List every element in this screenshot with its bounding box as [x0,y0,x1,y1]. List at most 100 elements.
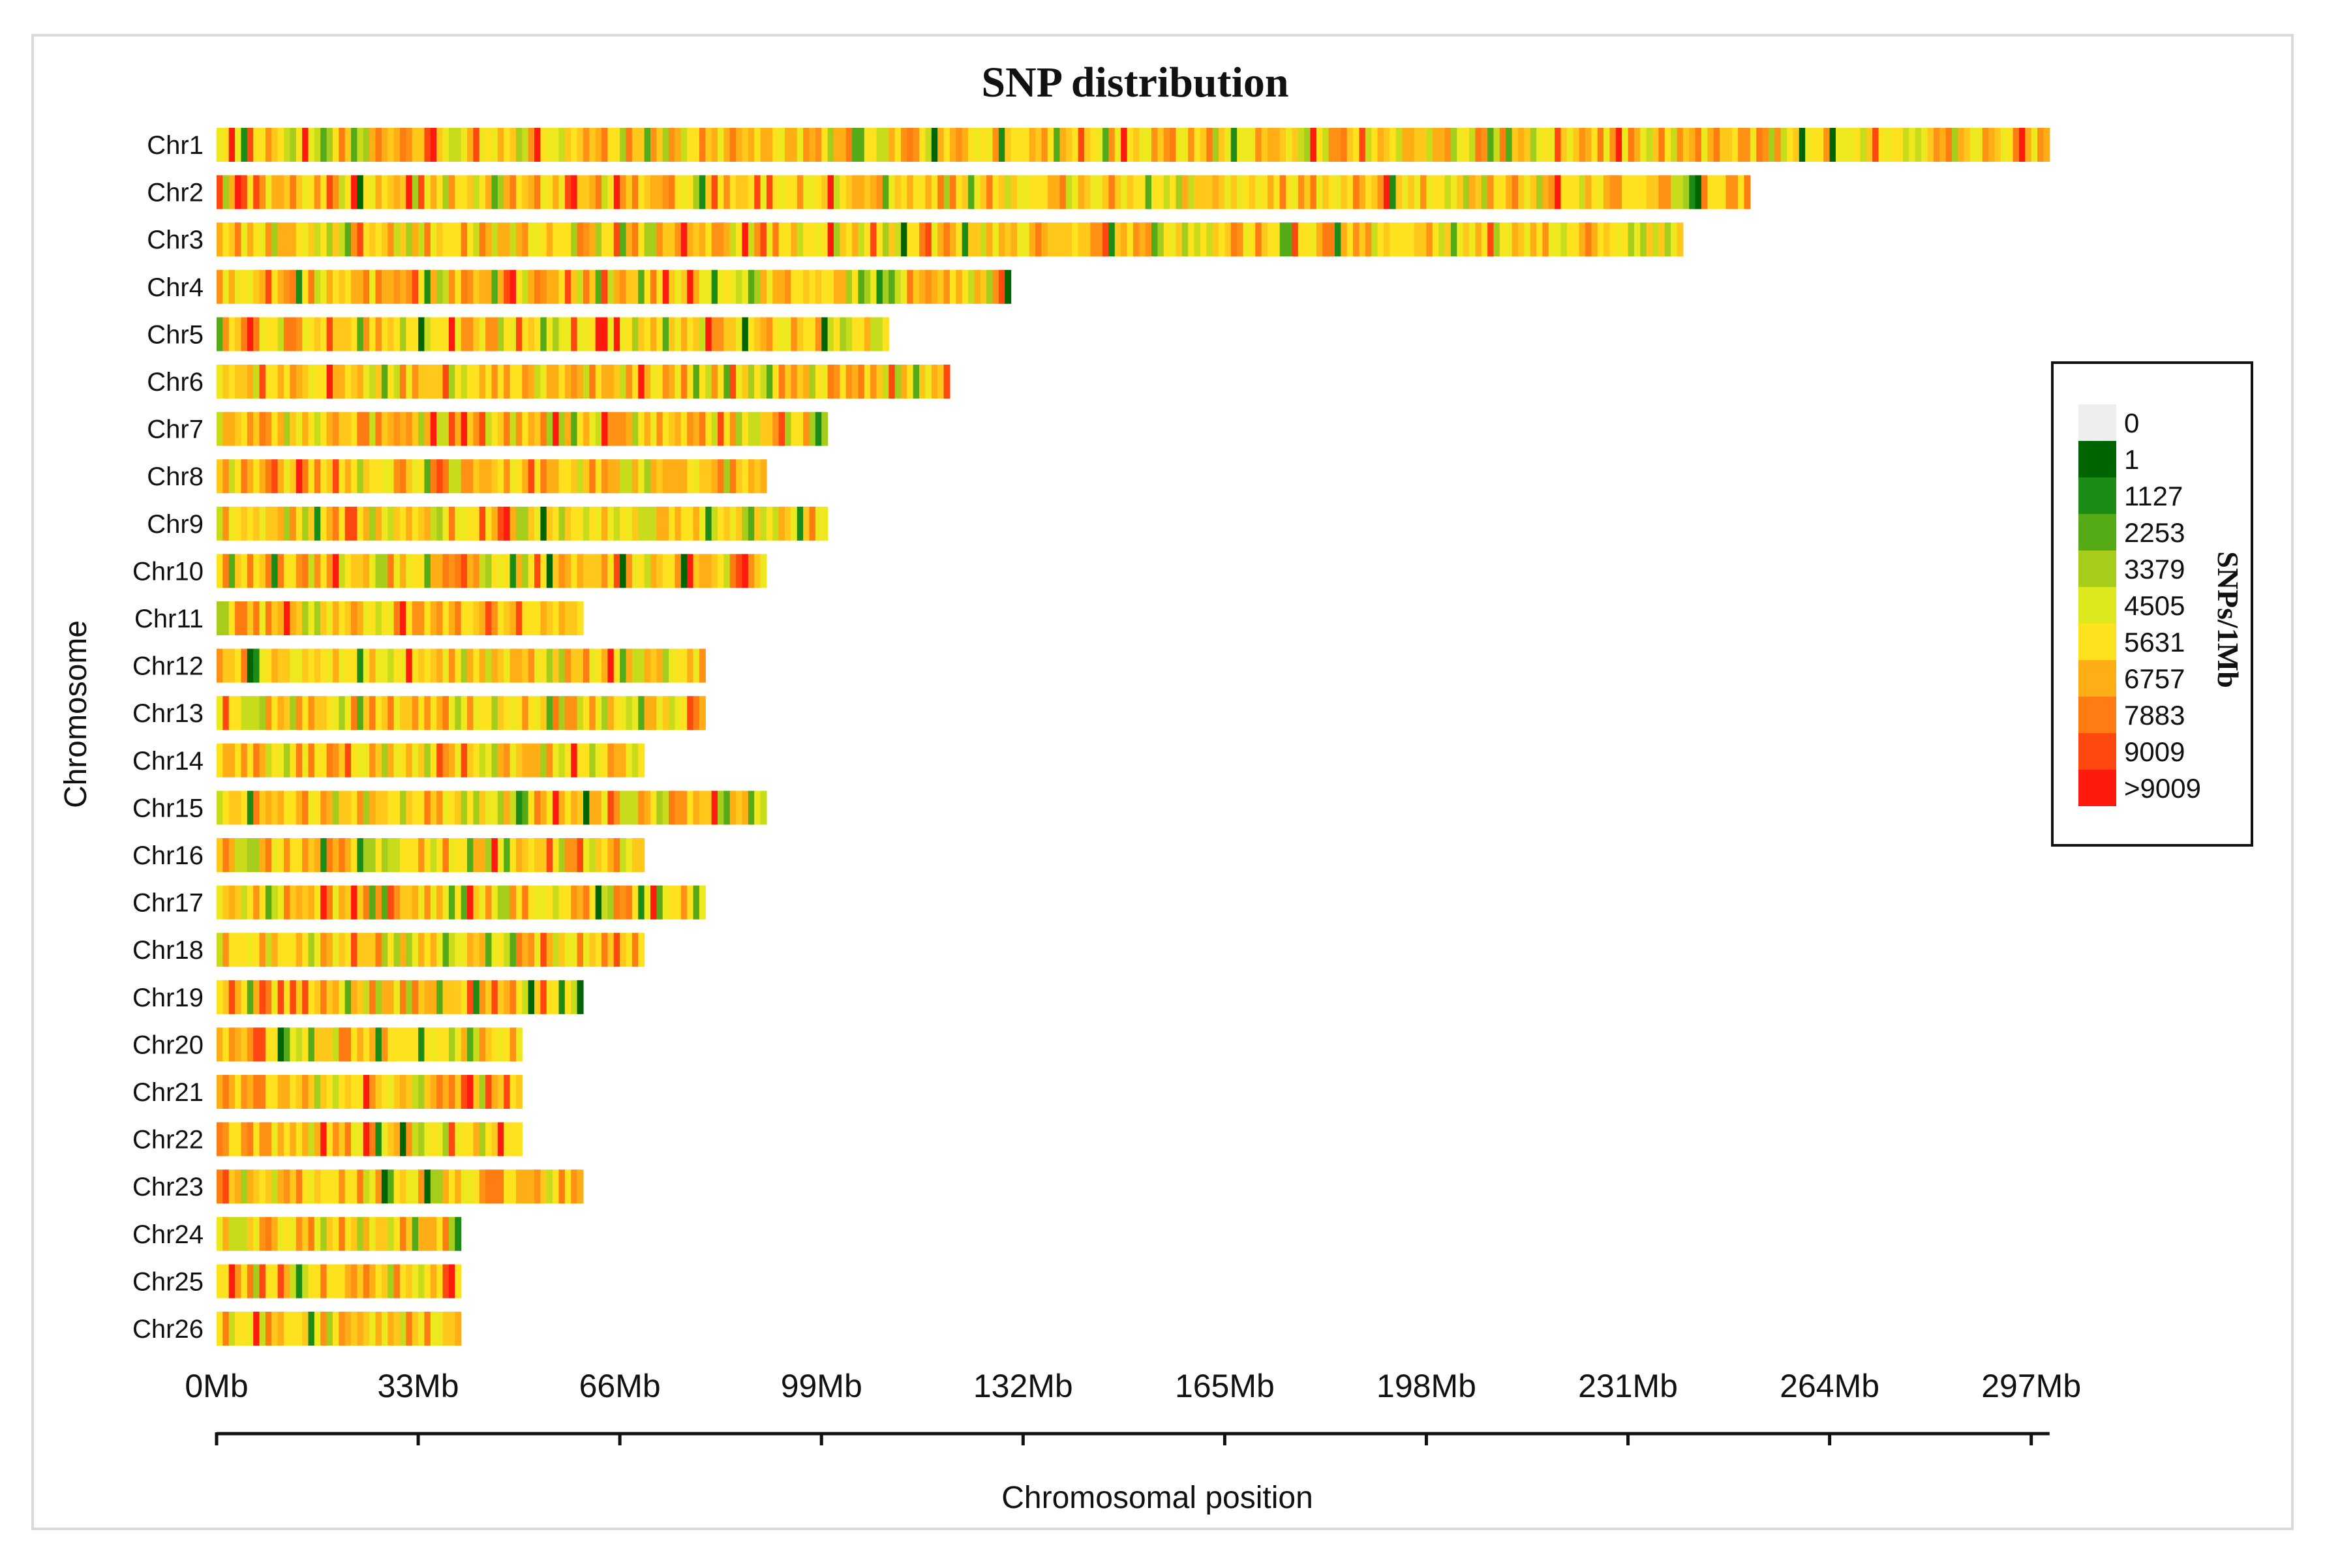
snp-density-bin [791,128,798,162]
snp-density-bin [1267,175,1274,209]
snp-density-bin [1127,128,1134,162]
snp-density-bin [1194,175,1201,209]
snp-density-bin [638,506,645,541]
snp-density-bin [436,838,444,872]
snp-density-bin [693,554,700,588]
snp-density-bin [388,885,395,920]
snp-density-bin [522,980,529,1014]
snp-density-bin [589,743,596,777]
snp-density-bin [442,1264,449,1299]
snp-density-bin [339,222,346,257]
snp-density-bin [247,696,254,731]
snp-density-bin [534,317,541,352]
snp-density-bin [711,506,718,541]
snp-density-bin [277,412,284,446]
snp-density-bin [540,365,547,399]
snp-density-bin [277,1169,284,1204]
snp-density-bin [785,269,792,304]
snp-density-bin [497,791,504,825]
snp-density-bin [1481,128,1488,162]
snp-density-bin [339,1027,346,1062]
snp-density-bin [369,459,376,494]
snp-density-bin [424,175,431,209]
snp-density-bin [222,459,230,494]
snp-density-bin [418,933,425,967]
snp-density-bin [1078,175,1085,209]
snp-density-bin [290,1075,297,1109]
snp-density-bin [718,791,724,825]
snp-density-bin [296,838,303,872]
snp-density-bin [1866,128,1873,162]
snp-density-bin [247,222,254,257]
snp-density-bin [638,269,645,304]
snp-density-bin [375,1122,382,1156]
snp-density-bin [320,885,327,920]
snp-density-bin [375,175,382,209]
snp-density-bin [540,222,547,257]
snp-density-bin [778,222,785,257]
snp-density-bin [296,743,303,777]
chromosome-label: Chr22 [132,1126,204,1154]
snp-density-bin [1334,222,1341,257]
snp-density-bin [455,175,462,209]
snp-density-bin [1121,222,1128,257]
snp-density-bin [515,1075,523,1109]
snp-density-bin [388,791,395,825]
snp-density-bin [1506,128,1513,162]
snp-density-bin [2037,128,2044,162]
snp-density-bin [222,269,230,304]
snp-density-bin [760,128,767,162]
snp-density-bin [1414,222,1421,257]
snp-density-bin [803,365,810,399]
snp-density-bin [326,412,333,446]
snp-density-bin [424,885,431,920]
snp-density-bin [320,1264,327,1299]
snp-density-bin [1237,222,1244,257]
snp-density-bin [228,648,236,683]
snp-density-bin [613,696,620,731]
chromosome-label: Chr3 [147,226,204,254]
snp-density-bin [553,222,560,257]
snp-density-bin [803,222,810,257]
snp-density-bin [479,791,486,825]
snp-density-bin [326,459,333,494]
snp-density-bin [351,128,358,162]
snp-density-bin [558,269,566,304]
snp-density-bin [363,412,370,446]
snp-density-bin [388,1216,395,1251]
snp-density-bin [357,980,364,1014]
snp-density-bin [1188,175,1195,209]
snp-density-bin [754,317,761,352]
snp-density-bin [1206,222,1213,257]
snp-density-bin [577,222,584,257]
snp-density-bin [241,365,248,399]
snp-density-bin [241,885,248,920]
snp-density-bin [339,743,346,777]
snp-density-bin [412,1169,419,1204]
snp-density-bin [381,1312,388,1346]
snp-density-bin [473,743,480,777]
snp-density-bin [344,554,352,588]
snp-density-bin [479,365,486,399]
snp-density-bin [1622,175,1629,209]
snp-density-bin [631,128,639,162]
snp-density-bin [528,317,535,352]
snp-density-bin [253,128,260,162]
snp-density-bin [852,269,859,304]
snp-density-bin [393,1169,401,1204]
snp-density-bin [247,1312,254,1346]
snp-density-bin [515,365,523,399]
snp-density-bin [601,175,609,209]
snp-density-bin [669,648,676,683]
snp-density-bin [1517,222,1525,257]
snp-density-bin [393,459,401,494]
snp-density-bin [491,365,498,399]
snp-density-bin [736,506,743,541]
snp-density-bin [308,791,315,825]
snp-density-bin [553,743,560,777]
snp-density-bin [1346,128,1354,162]
snp-density-bin [228,365,236,399]
snp-density-bin [375,317,382,352]
snp-density-bin [601,506,609,541]
snp-density-bin [693,696,700,731]
